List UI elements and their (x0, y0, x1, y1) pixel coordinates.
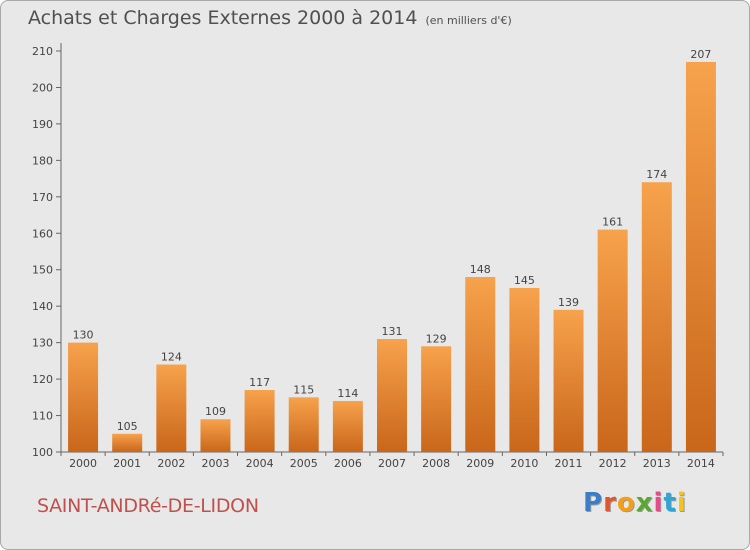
y-tick-label: 120 (32, 373, 53, 386)
data-label-2000: 130 (73, 329, 94, 342)
logo-letter: r (603, 488, 617, 518)
logo-letter: o (616, 488, 636, 518)
y-tick-label: 210 (32, 45, 53, 58)
bar-2010[interactable] (509, 287, 540, 452)
y-tick-label: 110 (32, 410, 53, 423)
logo-letter: x (635, 488, 654, 518)
chart-title: Achats et Charges Externes 2000 à 2014 (e… (28, 7, 512, 29)
x-tick-label: 2001 (113, 457, 141, 470)
y-tick-label: 160 (32, 227, 53, 240)
data-label-2001: 105 (117, 420, 138, 433)
data-label-2005: 115 (293, 383, 314, 396)
data-label-2012: 161 (602, 216, 623, 229)
bar-2005[interactable] (288, 397, 319, 452)
x-tick-label: 2008 (422, 457, 450, 470)
y-tick-label: 200 (32, 81, 53, 94)
data-label-2007: 131 (382, 325, 403, 338)
proxiti-logo[interactable]: Proxiti (583, 488, 687, 518)
data-label-2011: 139 (558, 296, 579, 309)
logo-letter: i (676, 488, 687, 518)
bar-2004[interactable] (244, 390, 275, 452)
bars (68, 61, 716, 452)
commune-name: SAINT-ANDRé-DE-LIDON (37, 495, 259, 517)
bar-2002[interactable] (156, 364, 187, 452)
x-tick-label: 2006 (334, 457, 362, 470)
x-tick-label: 2009 (466, 457, 494, 470)
bar-2001[interactable] (112, 433, 143, 452)
bar-2013[interactable] (641, 182, 672, 452)
x-tick-label: 2007 (378, 457, 406, 470)
x-tick-label: 2005 (290, 457, 318, 470)
bar-2007[interactable] (377, 338, 407, 452)
bar-2014[interactable] (685, 61, 716, 452)
y-tick-label: 100 (32, 446, 53, 459)
bar-2003[interactable] (200, 419, 231, 452)
chart-title-main: Achats et Charges Externes 2000 à 2014 (28, 7, 418, 29)
data-label-2014: 207 (690, 48, 711, 61)
bar-2006[interactable] (332, 400, 363, 452)
data-labels: 130 105 124 109 117 115 114 131 129 148 145 139 161 1… (73, 48, 712, 433)
data-label-2006: 114 (337, 387, 358, 400)
chart-unit: (en milliers d'€) (425, 14, 512, 27)
bar-2012[interactable] (597, 229, 628, 452)
x-tick-label: 2011 (555, 457, 583, 470)
x-tick-label: 2002 (157, 457, 185, 470)
y-tick-label: 150 (32, 264, 53, 277)
y-tick-label: 170 (32, 191, 53, 204)
data-label-2013: 174 (646, 168, 667, 181)
x-tick-label: 2013 (643, 457, 671, 470)
data-label-2002: 124 (161, 351, 182, 364)
x-tick-label: 2003 (201, 457, 229, 470)
bar-2000[interactable] (68, 342, 99, 452)
data-label-2008: 129 (426, 332, 447, 345)
x-tick-label: 2000 (69, 457, 97, 470)
y-tick-label: 130 (32, 337, 53, 350)
y-tick-label: 180 (32, 154, 53, 167)
logo-letter: i (653, 488, 664, 518)
axes: 100 110 120 130 140 150 160 170 180 190 200 210 2000… (32, 43, 724, 470)
bar-2008[interactable] (421, 346, 452, 452)
data-label-2010: 145 (514, 274, 535, 287)
data-label-2009: 148 (470, 263, 491, 276)
data-label-2003: 109 (205, 405, 226, 418)
x-tick-label: 2004 (246, 457, 274, 470)
x-tick-label: 2014 (687, 457, 715, 470)
x-tick-label: 2010 (510, 457, 538, 470)
bar-2009[interactable] (465, 277, 496, 452)
x-tick-label: 2012 (599, 457, 627, 470)
logo-letter: P (583, 488, 604, 518)
data-label-2004: 117 (249, 376, 270, 389)
bar-2011[interactable] (553, 309, 584, 452)
y-tick-label: 190 (32, 118, 53, 131)
y-tick-label: 140 (32, 300, 53, 313)
logo-letter: t (663, 488, 677, 518)
